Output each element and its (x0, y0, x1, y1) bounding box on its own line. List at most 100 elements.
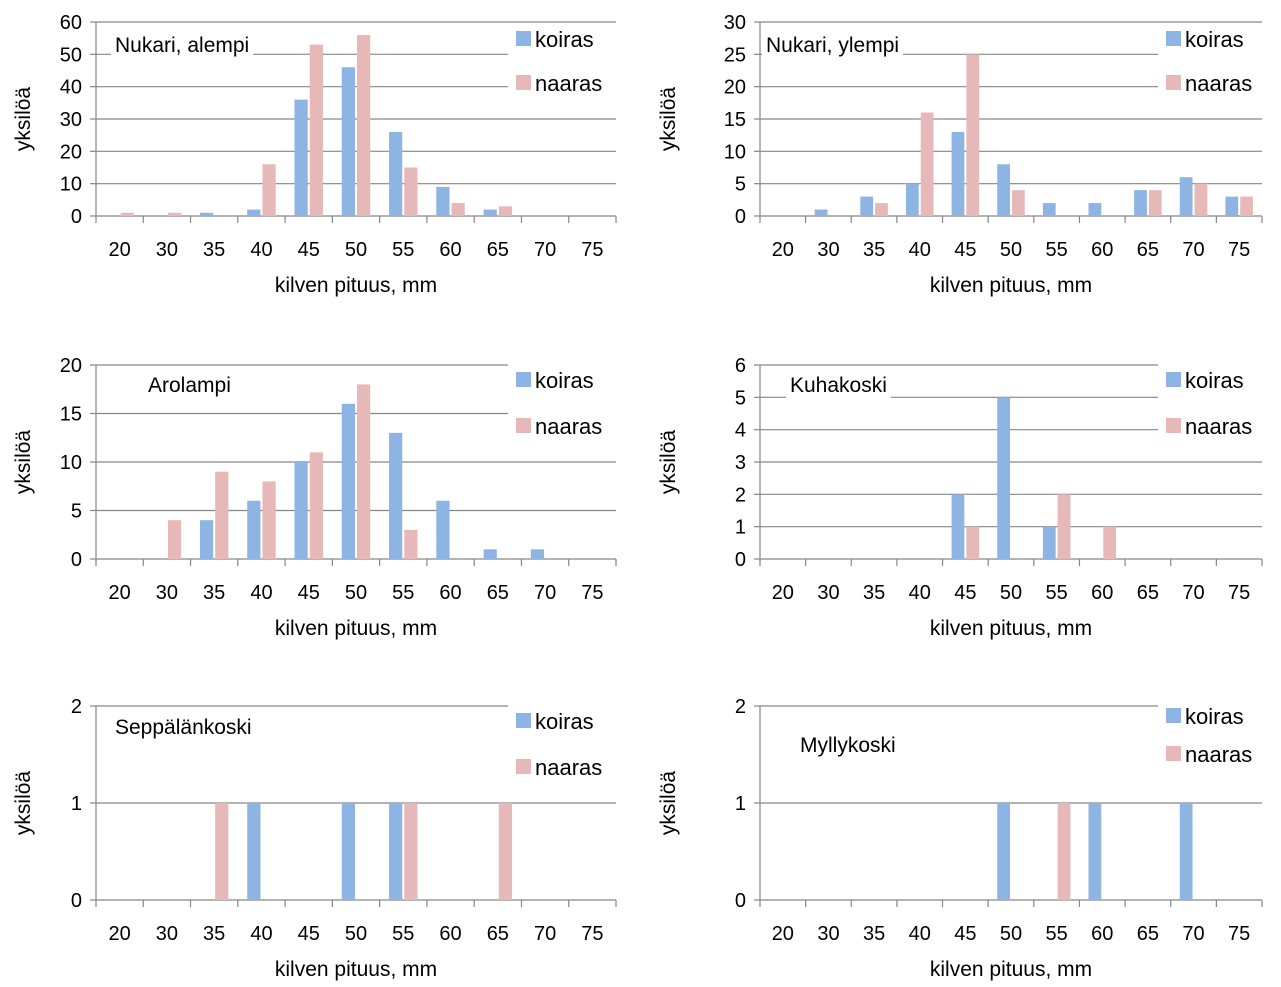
legend-swatch-naaras (516, 759, 531, 774)
legend: koiras naaras (1158, 364, 1266, 446)
bar-naaras (215, 471, 229, 559)
x-tick-label: 60 (1091, 923, 1113, 945)
bar-naaras (309, 44, 323, 217)
y-tick-label: 2 (735, 696, 746, 718)
y-tick-label: 1 (735, 517, 746, 539)
x-tick-label: 75 (581, 582, 603, 604)
x-axis-title: kilven pituus, mm (930, 958, 1092, 981)
legend-label-naaras: naaras (535, 71, 602, 96)
legend-label-koiras: koiras (1185, 368, 1244, 393)
legend-swatch-naaras (516, 75, 531, 90)
panel-title: Nukari, alempi (115, 34, 249, 57)
x-axis-title: kilven pituus, mm (275, 274, 437, 297)
x-tick-label: 70 (1182, 582, 1204, 604)
x-tick-label: 20 (109, 239, 131, 261)
y-tick-label: 0 (735, 549, 746, 571)
bar-naaras (1194, 183, 1208, 216)
bar-koiras (436, 186, 450, 216)
legend-swatch-koiras (1166, 708, 1181, 723)
y-tick-label: 5 (735, 174, 746, 196)
x-tick-label: 55 (392, 923, 414, 945)
x-tick-label: 50 (1000, 239, 1022, 261)
y-tick-label: 10 (724, 141, 746, 163)
x-tick-label: 20 (772, 923, 794, 945)
chart-panel-5: 0 1 2 20 30 35 40 45 50 55 60 65 70 75 kilven pituus, … (12, 696, 617, 981)
x-tick-label: 50 (345, 582, 367, 604)
bar-koiras (860, 196, 874, 216)
bar-naaras (404, 803, 418, 900)
x-tick-label: 40 (909, 239, 931, 261)
bar-naaras (1057, 494, 1071, 559)
x-tick-label: 35 (203, 582, 225, 604)
y-axis-title: yksilöä (657, 430, 680, 495)
panel-title-background (762, 32, 904, 59)
bar-naaras (404, 529, 418, 559)
x-tick-label: 30 (156, 239, 178, 261)
x-tick-label: 45 (298, 923, 320, 945)
x-tick-label: 45 (954, 923, 976, 945)
y-tick-label: 10 (60, 174, 82, 196)
legend-label-koiras: koiras (1185, 704, 1244, 729)
bar-naaras (498, 206, 513, 216)
bar-koiras (389, 432, 403, 559)
y-axis-title: yksilöä (657, 87, 680, 152)
x-axis-title: kilven pituus, mm (930, 274, 1092, 297)
x-tick-label: 45 (954, 239, 976, 261)
chart-panel-3: 0 5 10 15 20 20 30 35 40 45 50 55 60 65 70 75 kilven pit… (12, 355, 617, 640)
x-tick-label: 75 (581, 923, 603, 945)
x-tick-label: 70 (1182, 239, 1204, 261)
bar-koiras (389, 131, 403, 216)
legend-swatch-naaras (516, 418, 531, 433)
x-tick-label: 30 (817, 923, 839, 945)
x-tick-label: 35 (863, 239, 885, 261)
x-axis-title: kilven pituus, mm (275, 617, 437, 640)
x-tick-label: 50 (1000, 582, 1022, 604)
x-tick-label: 45 (298, 582, 320, 604)
x-tick-label: 65 (487, 239, 509, 261)
y-tick-label: 1 (71, 793, 82, 815)
bar-koiras (341, 67, 355, 217)
panel-title-background (144, 372, 235, 399)
bar-koiras (294, 99, 308, 216)
panel-title: Kuhakoski (790, 374, 887, 397)
y-tick-label: 0 (71, 206, 82, 228)
panel-title-background (111, 714, 256, 741)
y-axis-title: yksilöä (657, 771, 680, 836)
x-axis-title: kilven pituus, mm (930, 617, 1092, 640)
panel-title: Arolampi (148, 374, 231, 397)
legend-label-naaras: naaras (1185, 742, 1252, 767)
legend-swatch-naaras (1166, 746, 1181, 761)
y-tick-label: 50 (60, 44, 82, 66)
y-tick-label: 6 (735, 355, 746, 377)
y-tick-label: 25 (724, 44, 746, 66)
y-tick-label: 10 (60, 452, 82, 474)
x-tick-label: 65 (1137, 582, 1159, 604)
bar-naaras (966, 54, 980, 217)
legend: koiras naaras (508, 23, 616, 103)
x-tick-label: 65 (1137, 923, 1159, 945)
bar-koiras (1042, 526, 1056, 559)
legend: koiras naaras (1158, 23, 1266, 103)
y-tick-label: 0 (735, 890, 746, 912)
bar-koiras (199, 520, 214, 559)
legend-swatch-koiras (516, 31, 531, 46)
y-tick-label: 30 (724, 12, 746, 34)
panel-title-background (796, 732, 900, 759)
legend-label-naaras: naaras (535, 755, 602, 780)
x-tick-label: 70 (534, 582, 556, 604)
x-tick-label: 65 (1137, 239, 1159, 261)
bar-naaras (404, 167, 418, 216)
chart-panel-1: 0 10 20 30 40 50 60 20 30 35 40 45 50 55 60 65 70 75 kilve… (12, 12, 617, 297)
x-tick-label: 75 (1228, 582, 1250, 604)
bar-naaras (920, 112, 934, 216)
legend: koiras naaras (508, 705, 616, 787)
y-tick-label: 20 (724, 77, 746, 99)
y-tick-label: 0 (735, 206, 746, 228)
x-tick-label: 45 (954, 582, 976, 604)
bar-koiras (905, 183, 919, 216)
x-tick-label: 60 (439, 582, 461, 604)
legend: koiras naaras (508, 364, 616, 446)
y-tick-label: 1 (735, 793, 746, 815)
chart-panel-2: 0 5 10 15 20 25 30 20 30 35 40 45 50 55 60 65 70 75 kilven… (657, 12, 1266, 297)
